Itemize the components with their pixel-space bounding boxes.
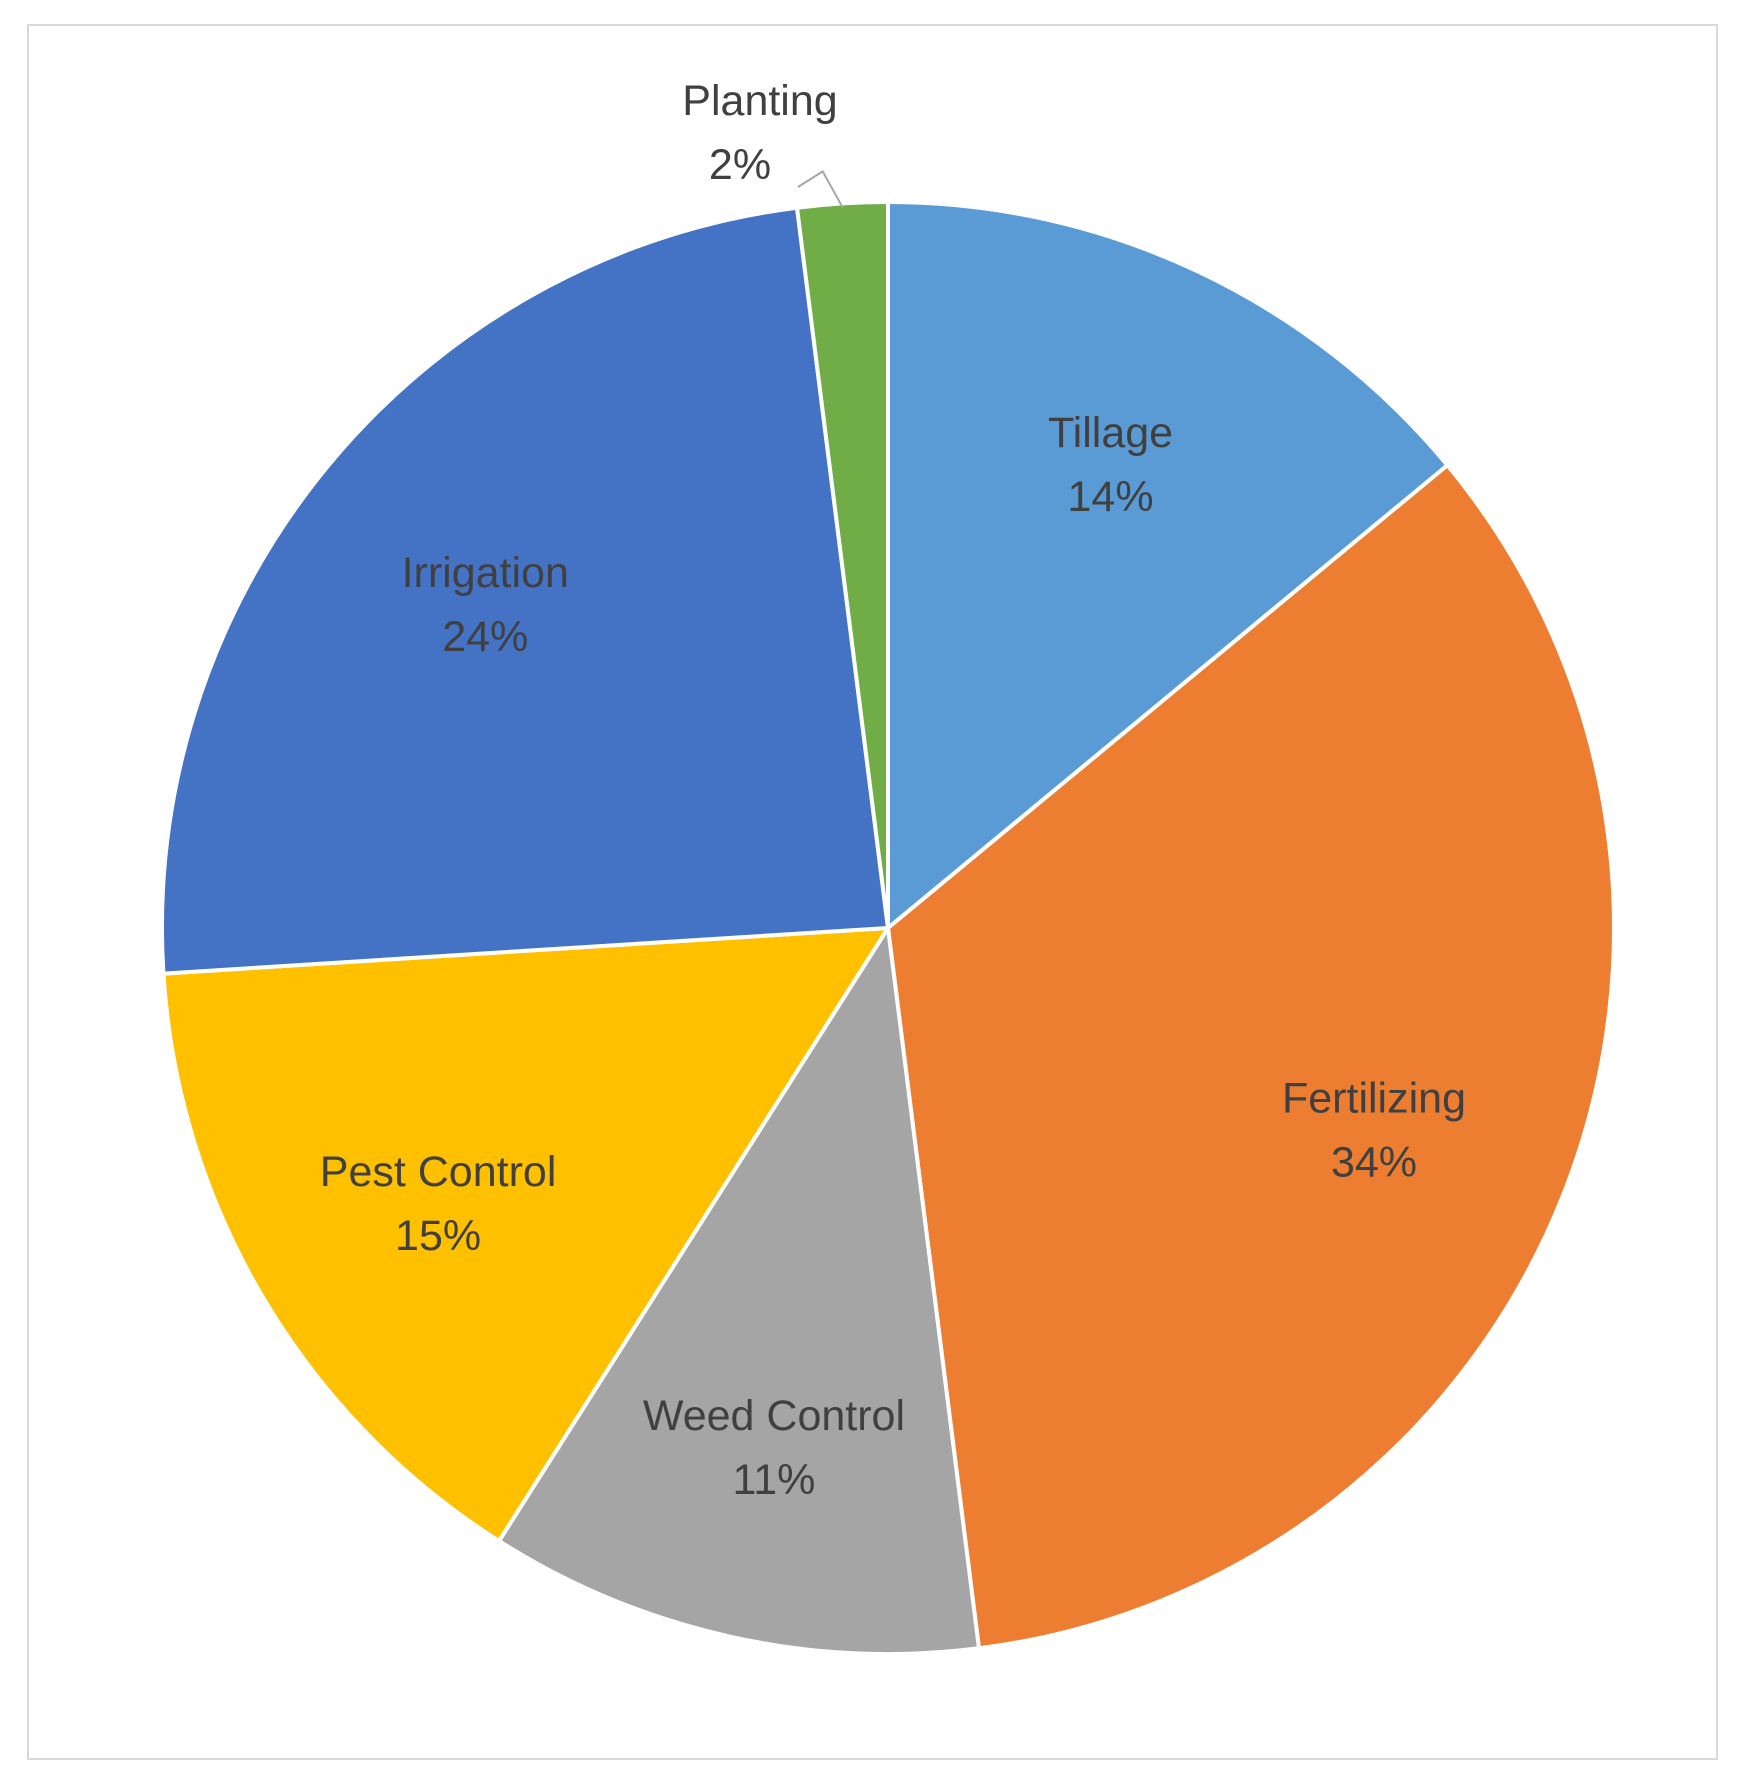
- data-label-value-weed-control: 11%: [733, 1456, 816, 1504]
- leader-line-planting: [797, 170, 844, 208]
- pie-slice-fertilizing: [886, 463, 1616, 1651]
- data-label-category-weed-control: Weed Control: [643, 1392, 905, 1440]
- data-label-value-planting: 2%: [709, 141, 771, 189]
- data-label-category-pest-control: Pest Control: [320, 1148, 557, 1196]
- pie-slice-weed-control: [496, 926, 981, 1656]
- pie-slices: [160, 200, 1616, 1656]
- data-label-category-irrigation: Irrigation: [402, 549, 569, 597]
- data-labels: Tillage 14% Fertilizing 34% Weed Control 11% P…: [320, 77, 1466, 1504]
- pie-slice-tillage: [886, 200, 1450, 930]
- pie-slice-planting: [795, 200, 890, 930]
- data-label-category-planting: Planting: [682, 77, 837, 125]
- data-label-value-tillage: 14%: [1068, 473, 1154, 521]
- pie-slice-pest-control: [161, 926, 890, 1543]
- data-label-value-fertilizing: 34%: [1331, 1138, 1417, 1186]
- data-label-value-pest-control: 15%: [395, 1212, 481, 1260]
- data-label-category-tillage: Tillage: [1048, 409, 1173, 457]
- leader-lines: [797, 170, 844, 208]
- pie-slice-irrigation: [160, 205, 890, 976]
- data-label-value-irrigation: 24%: [442, 613, 528, 661]
- data-label-category-fertilizing: Fertilizing: [1282, 1074, 1466, 1122]
